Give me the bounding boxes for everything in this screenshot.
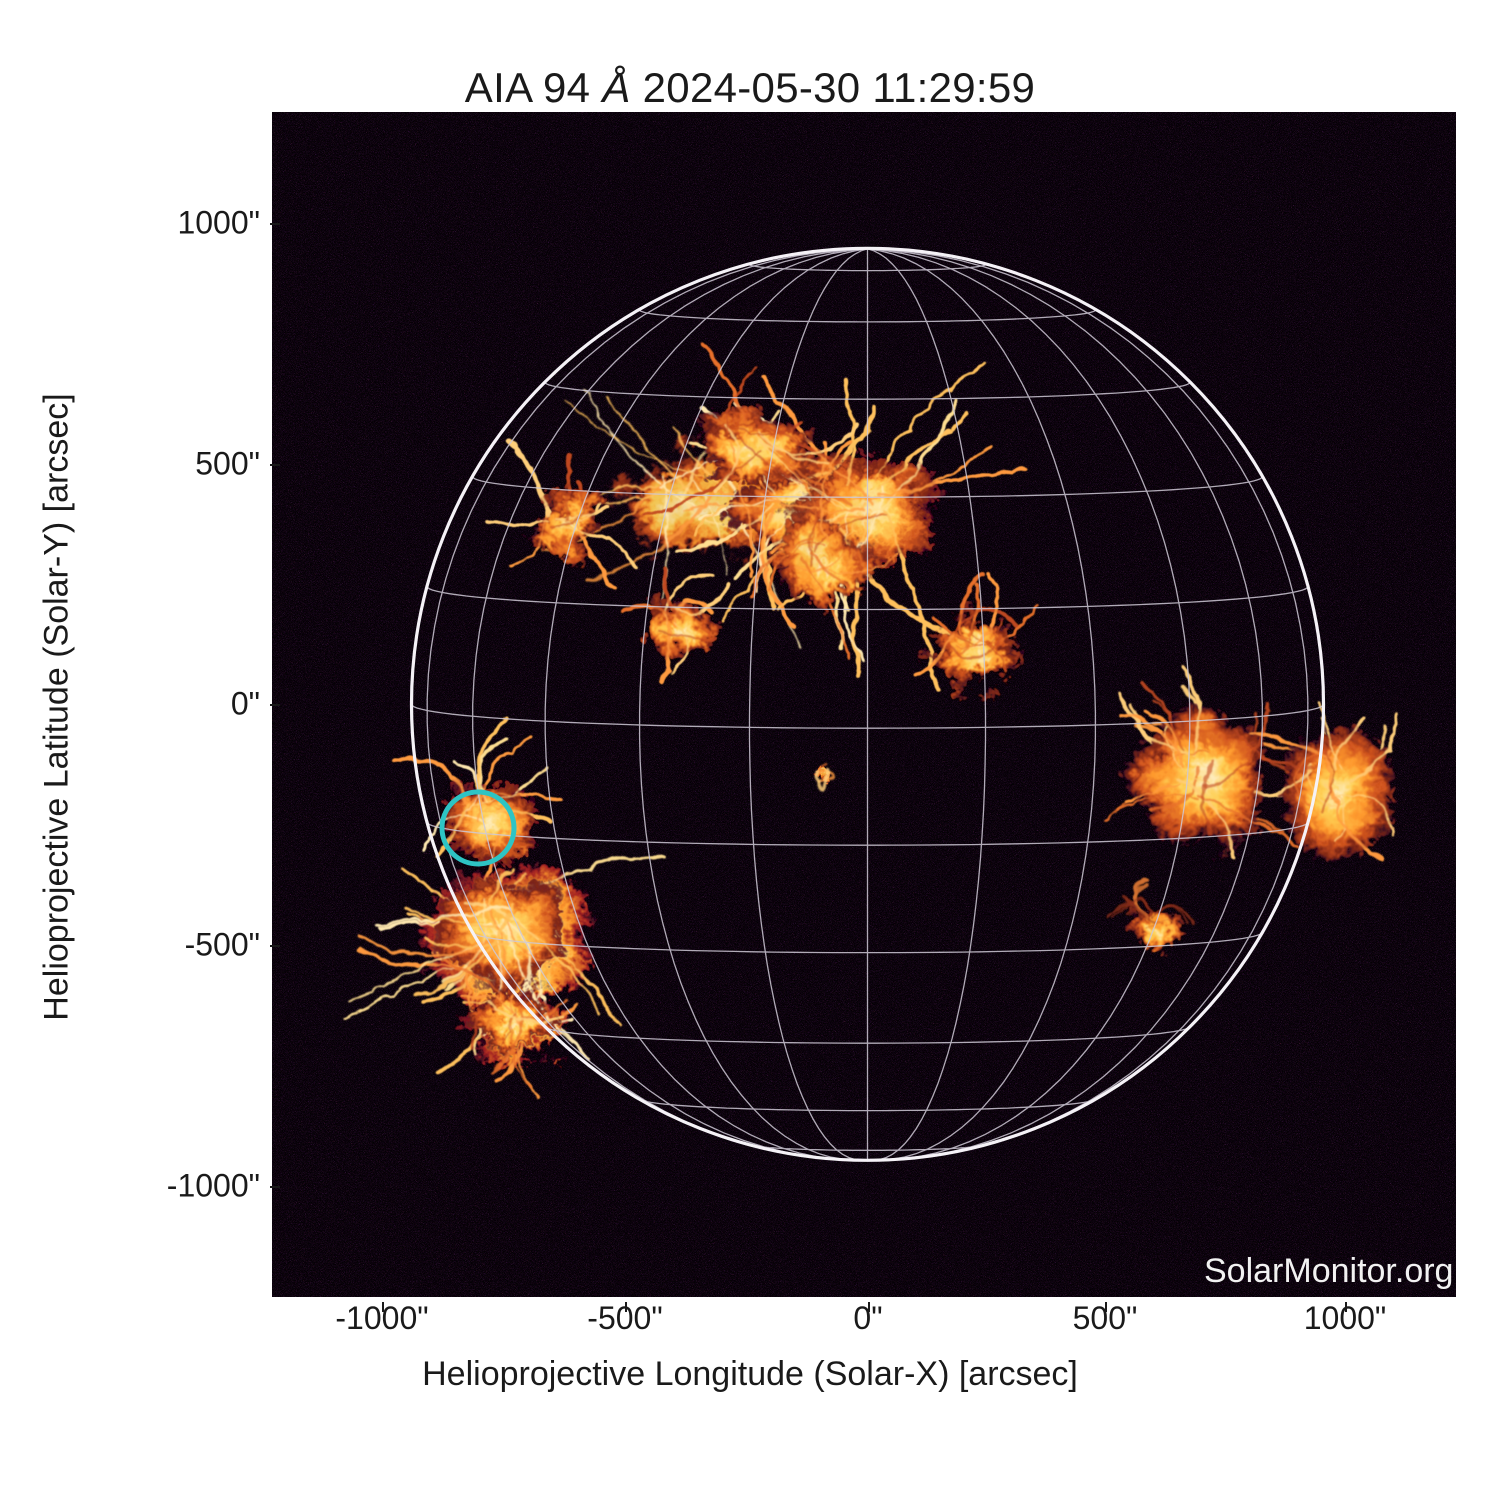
svg-text:SolarMonitor.org: SolarMonitor.org [1204, 1252, 1453, 1290]
